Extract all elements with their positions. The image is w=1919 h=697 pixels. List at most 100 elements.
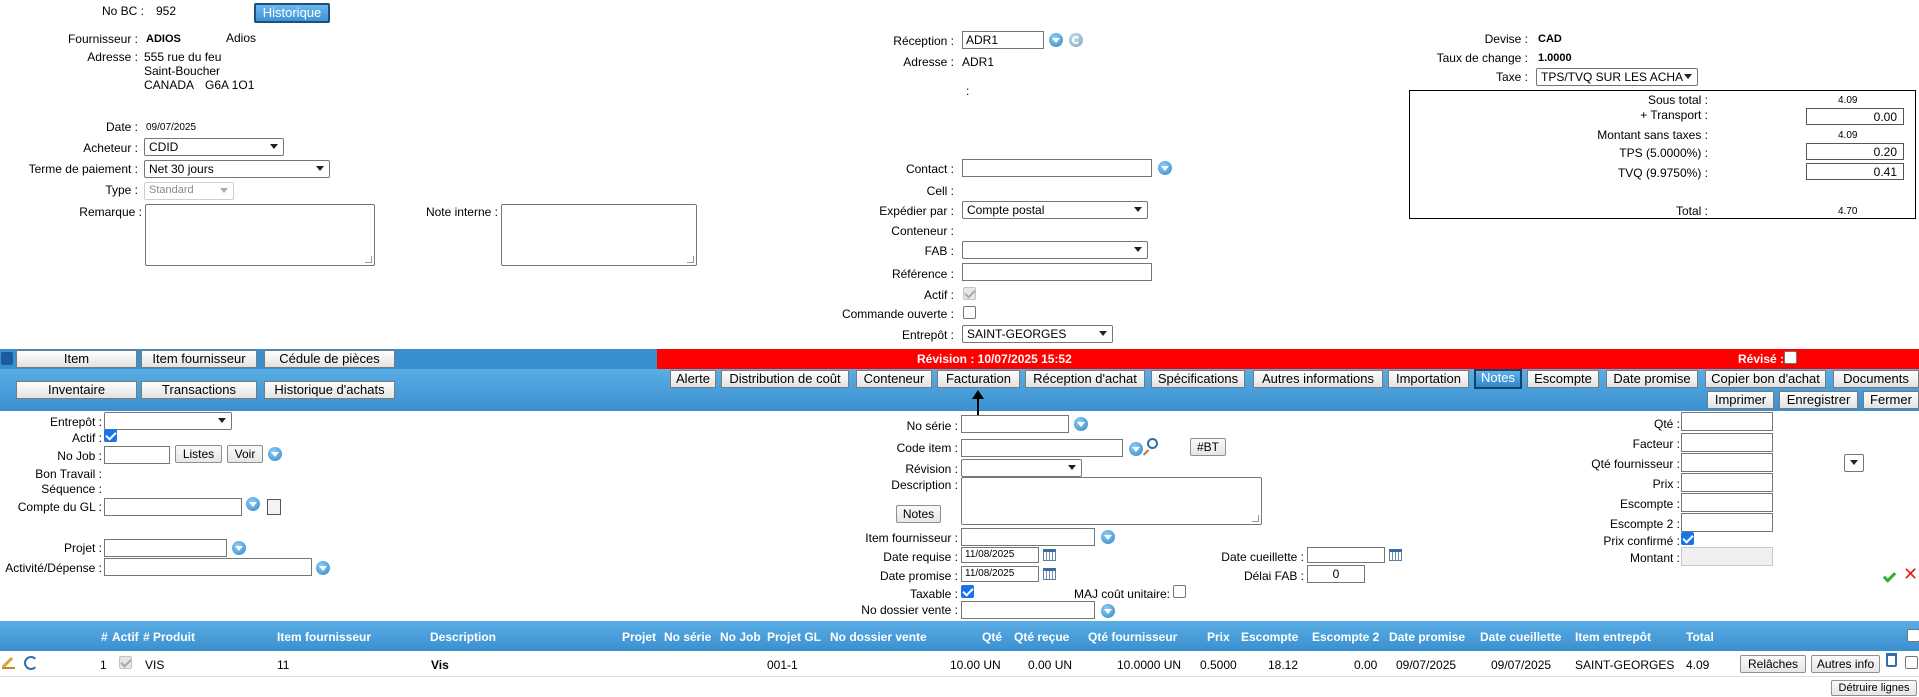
code-item-dropdown-icon[interactable]	[1129, 442, 1143, 456]
date-requise-calendar-icon[interactable]	[1043, 549, 1056, 561]
nojob-label: No Job :	[57, 449, 102, 463]
notes-button[interactable]: Notes	[896, 505, 941, 523]
tab-specifications[interactable]: Spécifications	[1151, 370, 1245, 388]
activite-dropdown-icon[interactable]	[316, 561, 330, 575]
refresh-icon[interactable]	[24, 656, 38, 670]
tab-documents[interactable]: Documents	[1833, 370, 1919, 388]
item-fournisseur-dropdown-icon[interactable]	[1101, 530, 1115, 544]
row-actif-checkbox[interactable]	[119, 656, 132, 669]
qte-input[interactable]	[1681, 412, 1773, 431]
type-select[interactable]: Standard	[144, 182, 234, 200]
item-fournisseur-input[interactable]	[961, 528, 1095, 546]
select-all-checkbox[interactable]	[1907, 629, 1919, 642]
item-button[interactable]: Item	[16, 350, 137, 368]
activite-input[interactable]	[104, 558, 312, 576]
tab-date-promise[interactable]: Date promise	[1606, 370, 1698, 388]
tab-distribution-cout[interactable]: Distribution de coût	[721, 370, 849, 388]
note-interne-textarea[interactable]	[501, 204, 697, 266]
date-promise-input[interactable]: 11/08/2025	[961, 566, 1039, 582]
projet-dropdown-icon[interactable]	[232, 541, 246, 555]
noserie-input[interactable]	[961, 415, 1069, 433]
tab-notes[interactable]: Notes	[1474, 369, 1522, 389]
compte-gl-dropdown-icon[interactable]	[246, 497, 260, 511]
taxe-select[interactable]: TPS/TVQ SUR LES ACHA	[1536, 68, 1698, 86]
trash-icon[interactable]	[1886, 653, 1897, 667]
fab-select[interactable]	[962, 241, 1148, 259]
facteur-input[interactable]	[1681, 433, 1773, 452]
date-promise-calendar-icon[interactable]	[1043, 568, 1056, 580]
prix-input[interactable]	[1681, 473, 1773, 492]
enregistrer-button[interactable]: Enregistrer	[1779, 391, 1858, 409]
compte-gl-input[interactable]	[104, 498, 242, 516]
detruire-lignes-button[interactable]: Détruire lignes	[1831, 680, 1917, 696]
line-actif-checkbox[interactable]	[104, 429, 117, 442]
imprimer-button[interactable]: Imprimer	[1707, 391, 1774, 409]
tps-input[interactable]: 0.20	[1806, 143, 1904, 160]
settings-icon[interactable]	[1, 352, 13, 365]
transport-input[interactable]: 0.00	[1806, 108, 1904, 125]
reference-input[interactable]	[962, 263, 1152, 281]
relaches-button[interactable]: Relâches	[1740, 655, 1806, 673]
actif-checkbox[interactable]	[963, 287, 976, 300]
revise-checkbox[interactable]	[1784, 351, 1797, 364]
calculator-icon[interactable]	[267, 499, 281, 515]
fermer-button[interactable]: Fermer	[1863, 391, 1919, 409]
tab-copier-bon-achat[interactable]: Copier bon d'achat	[1705, 370, 1826, 388]
date-cueillette-calendar-icon[interactable]	[1389, 549, 1402, 561]
unit-select[interactable]	[1844, 454, 1864, 472]
tab-conteneur[interactable]: Conteneur	[856, 370, 932, 388]
delai-fab-input[interactable]: 0	[1307, 565, 1365, 583]
taxable-checkbox[interactable]	[961, 585, 974, 598]
tab-alerte[interactable]: Alerte	[670, 370, 716, 388]
qte-fournisseur-input[interactable]	[1681, 453, 1773, 472]
confirm-check-icon[interactable]	[1882, 569, 1897, 583]
code-item-input[interactable]	[961, 439, 1123, 457]
reception-input[interactable]: ADR1	[962, 31, 1044, 49]
date-cueillette-input[interactable]	[1307, 547, 1385, 563]
commande-ouverte-checkbox[interactable]	[963, 306, 976, 319]
projet-input[interactable]	[104, 539, 227, 557]
contact-input[interactable]	[962, 159, 1152, 177]
date-requise-input[interactable]: 11/08/2025	[961, 547, 1039, 563]
reception-dropdown-icon[interactable]	[1049, 33, 1063, 47]
acheteur-select[interactable]: CDID	[144, 138, 284, 156]
historique-achats-button[interactable]: Historique d'achats	[264, 381, 395, 399]
tab-autres-informations[interactable]: Autres informations	[1253, 370, 1383, 388]
cancel-x-icon[interactable]: ✕	[1903, 564, 1919, 584]
contact-dropdown-icon[interactable]	[1158, 161, 1172, 175]
prix-confirme-checkbox[interactable]	[1681, 532, 1694, 545]
nojob-input[interactable]	[104, 446, 170, 464]
no-dossier-vente-dropdown-icon[interactable]	[1101, 604, 1115, 618]
bt-button[interactable]: #BT	[1190, 438, 1226, 456]
entrepot-select[interactable]: SAINT-GEORGES	[962, 325, 1113, 343]
autres-info-button[interactable]: Autres info	[1811, 655, 1880, 673]
item-fournisseur-button[interactable]: Item fournisseur	[141, 350, 257, 368]
expedier-select[interactable]: Compte postal	[962, 201, 1148, 219]
terme-select[interactable]: Net 30 jours	[144, 160, 330, 178]
tab-importation[interactable]: Importation	[1388, 370, 1469, 388]
revision-select[interactable]	[961, 459, 1082, 477]
inventaire-button[interactable]: Inventaire	[16, 381, 137, 399]
maj-cout-checkbox[interactable]	[1173, 585, 1186, 598]
cedule-button[interactable]: Cédule de pièces	[264, 350, 395, 368]
row-select-checkbox[interactable]	[1905, 656, 1918, 669]
reception-refresh-icon[interactable]	[1069, 33, 1083, 47]
line-entrepot-select[interactable]	[104, 412, 232, 430]
tvq-input[interactable]: 0.41	[1806, 163, 1904, 180]
tab-escompte[interactable]: Escompte	[1527, 370, 1599, 388]
description-textarea[interactable]	[961, 477, 1262, 525]
listes-button[interactable]: Listes	[175, 445, 222, 463]
transactions-button[interactable]: Transactions	[141, 381, 257, 399]
edit-pencil-icon[interactable]	[1, 656, 15, 669]
noserie-dropdown-icon[interactable]	[1074, 417, 1088, 431]
nojob-dropdown-icon[interactable]	[268, 447, 282, 461]
search-icon[interactable]	[1147, 438, 1158, 449]
no-dossier-vente-input[interactable]	[961, 601, 1095, 619]
escompte2-input[interactable]	[1681, 513, 1773, 532]
tab-facturation[interactable]: Facturation	[937, 370, 1020, 388]
escompte-input[interactable]	[1681, 493, 1773, 512]
historique-button[interactable]: Historique	[254, 3, 330, 23]
remarque-textarea[interactable]	[145, 204, 375, 266]
tab-reception-achat[interactable]: Réception d'achat	[1025, 370, 1145, 388]
voir-button[interactable]: Voir	[227, 445, 263, 463]
